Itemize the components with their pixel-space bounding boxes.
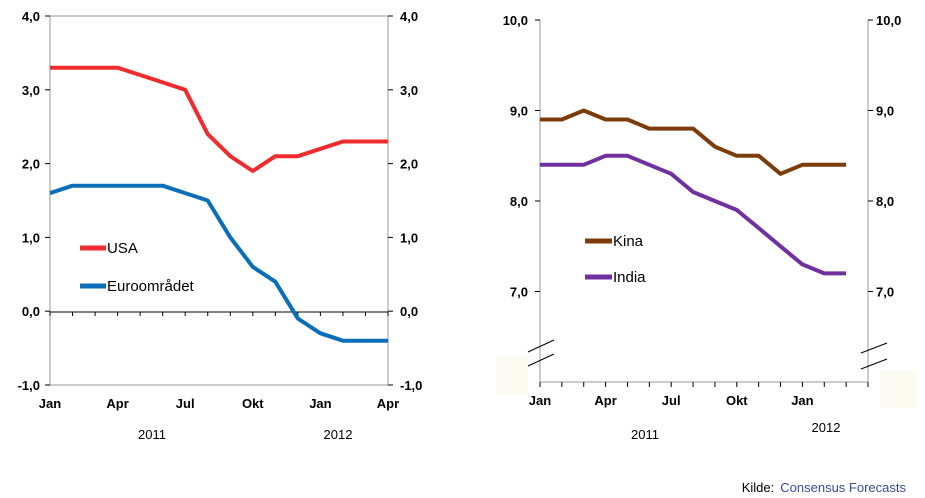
series-line-euroomr-det <box>49 183 388 343</box>
y-tick-label-left-left: 3,0 <box>22 83 40 98</box>
left-series <box>49 65 388 343</box>
axis-break-patch-left <box>496 356 528 394</box>
y-tick-label-right-right: 7,0 <box>876 285 894 300</box>
legend-label-kina: Kina <box>613 233 644 250</box>
x-tick-label-left: Jan <box>39 396 61 411</box>
y-tick-label-left-left: -1,0 <box>18 378 40 393</box>
x-tick-label-right: Apr <box>594 393 616 408</box>
y-tick-label-left-left: 1,0 <box>22 230 40 245</box>
y-tick-label-right-left: 0,0 <box>400 304 418 319</box>
legend-label-india: India <box>613 269 646 286</box>
y-tick-label-left-left: 4,0 <box>22 9 40 24</box>
source-label: Kilde: <box>742 480 775 495</box>
right-tick-labels: 10,0 10,0 9,0 9,0 8,0 8,0 7,0 7,0 Jan Apr Jul Okt Ja… <box>503 13 902 408</box>
left-axis-ticks <box>45 15 393 386</box>
axis-break-patch-right <box>880 370 916 408</box>
right-series <box>540 108 847 276</box>
y-tick-label-left-right: 9,0 <box>510 104 528 119</box>
x-tick-label-right: Jan <box>529 393 551 408</box>
source-line: Kilde: Consensus Forecasts <box>742 480 907 495</box>
y-tick-label-right-left: -1,0 <box>400 378 422 393</box>
legend-label-euro: Euroområdet <box>107 278 195 295</box>
year-label-2012-right: 2012 <box>812 420 841 435</box>
legend-label-usa: USA <box>107 240 138 257</box>
y-tick-label-right-right: 9,0 <box>876 104 894 119</box>
chart-right: 10,0 10,0 9,0 9,0 8,0 8,0 7,0 7,0 Jan Apr Jul Okt Ja… <box>496 13 916 442</box>
year-label-2011-left: 2011 <box>138 427 166 442</box>
y-tick-label-right-right: 10,0 <box>876 13 901 28</box>
y-tick-label-right-left: 4,0 <box>400 9 418 24</box>
series-line-india <box>540 153 847 276</box>
y-tick-label-left-right: 8,0 <box>510 194 528 209</box>
series-line-kina <box>540 108 847 176</box>
x-tick-label-right: Jan <box>791 393 813 408</box>
x-tick-label-left: Jul <box>176 396 195 411</box>
y-tick-label-left-right: 7,0 <box>510 285 528 300</box>
y-tick-label-left-left: 0,0 <box>22 304 40 319</box>
x-tick-label-left: Apr <box>377 396 399 411</box>
axis-break-mark-right-1 <box>860 342 888 354</box>
chart-left: 4,0 4,0 3,0 3,0 2,0 2,0 1,0 1,0 0,0 0,0 -1,0 -1,0 Ja… <box>18 9 423 442</box>
right-axis-ticks <box>535 19 873 387</box>
x-tick-label-left: Jan <box>309 396 331 411</box>
y-tick-label-left-left: 2,0 <box>22 157 40 172</box>
series-line-usa <box>50 65 388 173</box>
year-label-2012-left: 2012 <box>324 427 353 442</box>
left-tick-labels: 4,0 4,0 3,0 3,0 2,0 2,0 1,0 1,0 0,0 0,0 -1,0 -1,0 Ja… <box>18 9 423 411</box>
legend-left: USA Euroområdet <box>80 240 195 295</box>
plot-area-left <box>49 15 389 386</box>
year-label-2011-right: 2011 <box>631 427 659 442</box>
x-tick-label-right: Okt <box>726 393 748 408</box>
y-tick-label-right-right: 8,0 <box>876 194 894 209</box>
y-tick-label-right-left: 1,0 <box>400 230 418 245</box>
y-tick-label-right-left: 3,0 <box>400 83 418 98</box>
axis-break-mark-left-1 <box>527 339 555 353</box>
source-value: Consensus Forecasts <box>780 480 906 495</box>
x-tick-label-right: Jul <box>662 393 681 408</box>
axis-break-mark-left-2 <box>527 353 555 367</box>
x-tick-label-left: Apr <box>106 396 128 411</box>
x-tick-label-left: Okt <box>242 396 264 411</box>
y-tick-label-left-right: 10,0 <box>503 13 528 28</box>
legend-right: Kina India <box>585 233 646 286</box>
axis-break-mark-right-2 <box>860 358 888 370</box>
y-tick-label-right-left: 2,0 <box>400 157 418 172</box>
